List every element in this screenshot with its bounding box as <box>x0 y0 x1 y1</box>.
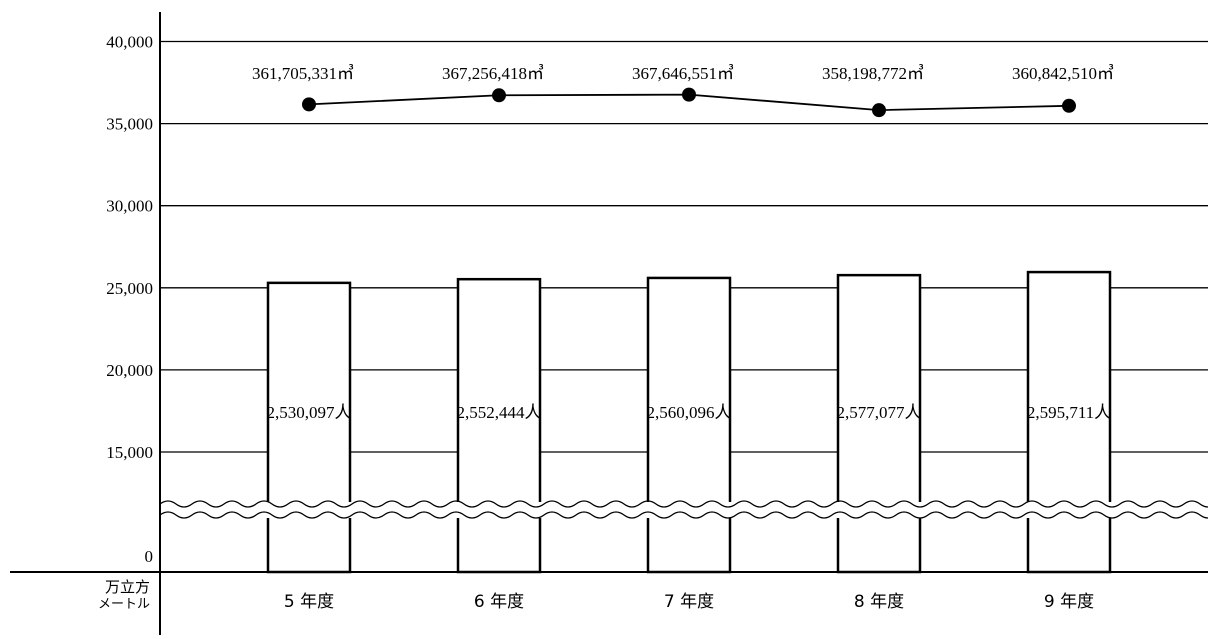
line-point <box>1062 98 1076 113</box>
line-point <box>872 103 886 118</box>
bar-value-label: 2,595,711人 <box>1027 403 1111 422</box>
break-gap <box>160 502 1208 518</box>
x-tick-label: 8 年度 <box>854 592 904 612</box>
y-tick-label: 20,000 <box>106 361 153 380</box>
break-wave <box>159 500 1208 508</box>
axis-break <box>159 500 1208 519</box>
break-wave <box>159 511 1208 519</box>
y-tick-label: 25,000 <box>106 279 153 298</box>
bar-value-label: 2,530,097人 <box>267 403 352 422</box>
y-axis-unit-line1: 万立方 <box>104 578 150 596</box>
axes <box>10 12 1208 635</box>
line-value-label: 360,842,510㎥ <box>1012 64 1114 83</box>
y-tick-label: 30,000 <box>106 197 153 216</box>
line-value-label: 367,646,551㎥ <box>632 64 734 83</box>
line-point <box>682 87 696 102</box>
y-tick-label: 40,000 <box>106 33 153 52</box>
bar-value-label: 2,560,096人 <box>647 403 732 422</box>
line-point <box>492 88 506 103</box>
line-value-label: 358,198,772㎥ <box>822 64 924 83</box>
line-value-label: 367,256,418㎥ <box>442 64 544 83</box>
labels: 0 15,000 20,000 25,000 30,000 35,000 40,000 2,5… <box>106 33 1114 613</box>
y-axis-unit: 万立方 メートル <box>60 579 150 613</box>
bars <box>266 270 1112 574</box>
x-tick-label: 7 年度 <box>664 592 714 612</box>
bar-value-label: 2,577,077人 <box>837 403 922 422</box>
line-series <box>302 87 1076 118</box>
bar <box>646 276 732 574</box>
line-value-label: 361,705,331㎥ <box>252 64 354 83</box>
line-point <box>302 97 316 112</box>
bar <box>456 277 542 574</box>
x-tick-label: 6 年度 <box>474 592 524 612</box>
x-tick-label: 9 年度 <box>1044 592 1094 612</box>
y-tick-label: 0 <box>145 547 154 566</box>
y-tick-label: 15,000 <box>106 443 153 462</box>
bar <box>266 281 352 574</box>
bar <box>1026 270 1112 574</box>
bar-value-label: 2,552,444人 <box>457 403 542 422</box>
x-tick-label: 5 年度 <box>284 592 334 612</box>
y-tick-label: 35,000 <box>106 115 153 134</box>
y-axis-unit-line2: メートル <box>97 597 150 612</box>
bar <box>836 273 922 574</box>
